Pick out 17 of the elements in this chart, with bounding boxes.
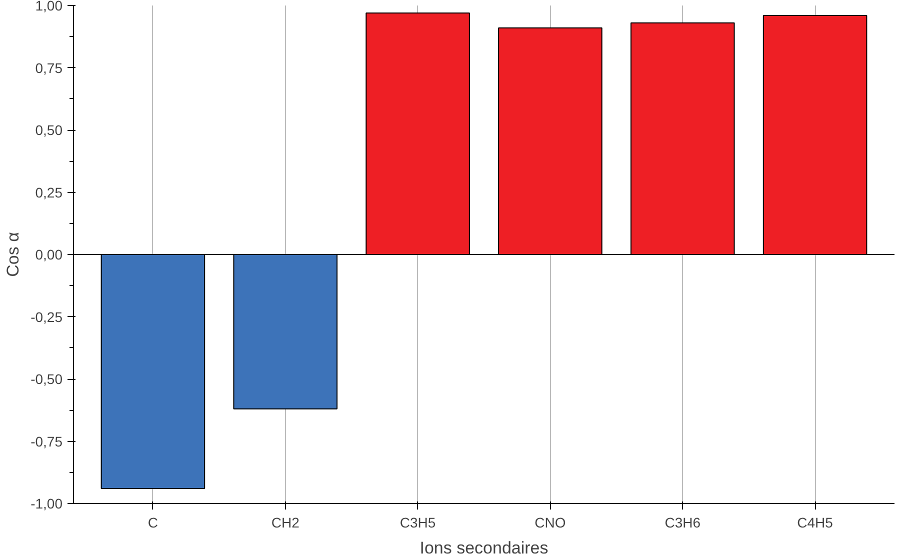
y-tick-label: 0,25 bbox=[35, 184, 63, 200]
x-tick-label: CNO bbox=[534, 514, 566, 530]
x-tick-label: C bbox=[148, 514, 158, 530]
x-tick-label: C3H5 bbox=[400, 514, 436, 530]
x-axis-title: Ions secondaires bbox=[420, 538, 548, 558]
y-tick-label: 0,50 bbox=[35, 122, 63, 138]
x-tick-label: C3H6 bbox=[664, 514, 701, 530]
x-tick-label: C4H5 bbox=[797, 514, 834, 530]
y-tick-label: -0,75 bbox=[30, 433, 63, 450]
y-tick-label: -1,00 bbox=[30, 496, 63, 512]
y-tick-label: 0,00 bbox=[35, 246, 63, 262]
x-tick-label: CH2 bbox=[271, 514, 300, 530]
y-tick-label: 1,00 bbox=[35, 0, 63, 14]
y-tick-label: -0,50 bbox=[30, 371, 63, 387]
y-tick-label: 0,75 bbox=[35, 60, 63, 76]
y-tick-label: -0,25 bbox=[30, 308, 63, 325]
y-axis-title: Cos α bbox=[4, 232, 23, 277]
